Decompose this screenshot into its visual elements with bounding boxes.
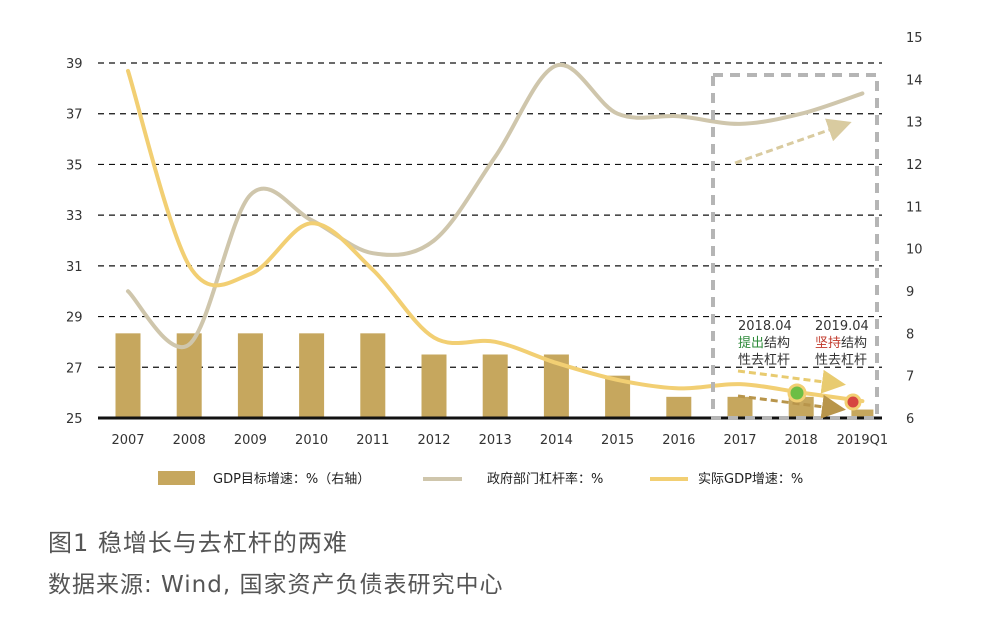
- series-lines: [126, 62, 865, 404]
- bar-gdp-target: [237, 333, 263, 418]
- bar-gdp-target: [421, 354, 447, 418]
- chart: 25 27 29 31 33 35 37 39 6 7 8 9 10 11 12 13 14 15 2007 2008…: [66, 31, 923, 487]
- bar-gdp-target: [115, 333, 141, 418]
- bar-gdp-target: [666, 396, 692, 418]
- left-tick-label: 25: [66, 412, 83, 427]
- annotation-policy: 性去杠杆: [738, 352, 790, 368]
- bar-gdp-target: [360, 333, 386, 418]
- left-tick-label: 39: [66, 57, 83, 72]
- legend-label-gdp-target: GDP目标增速：%（右轴）: [213, 472, 370, 487]
- annotation-keyword: 坚持: [815, 336, 841, 351]
- annotation-action: 提出结构: [738, 335, 790, 351]
- left-tick-label: 33: [66, 209, 83, 224]
- left-tick-label: 29: [66, 311, 83, 326]
- right-tick-label: 15: [906, 31, 923, 46]
- x-tick-label: 2018: [785, 433, 818, 448]
- x-tick-label: 2012: [417, 433, 450, 448]
- bar-gdp-target: [727, 396, 753, 418]
- annotation-date: 2019.04: [815, 319, 869, 334]
- annotation-keyword: 提出: [738, 335, 764, 351]
- line-gov-leverage: [126, 62, 865, 350]
- annotation-action: 坚持结构: [815, 336, 867, 351]
- axes: 25 27 29 31 33 35 37 39 6 7 8 9 10 11 12 13 14 15 2007 2008…: [66, 31, 923, 448]
- gridlines: [98, 62, 882, 368]
- gdp-target-bars: [115, 333, 874, 418]
- bar-gdp-target: [851, 409, 874, 418]
- left-tick-label: 31: [66, 260, 83, 275]
- x-tick-label: 2016: [662, 433, 695, 448]
- annotation-date: 2018.04: [738, 319, 792, 334]
- right-tick-label: 8: [906, 327, 914, 342]
- bar-gdp-target: [482, 354, 508, 418]
- trend-arrow-leverage: [734, 118, 852, 165]
- right-tick-label: 10: [906, 243, 923, 258]
- left-tick-label: 37: [66, 108, 83, 123]
- right-tick-label: 12: [906, 158, 923, 173]
- right-tick-label: 13: [906, 116, 923, 131]
- right-tick-label: 6: [906, 412, 914, 427]
- figure-caption: 图1 稳增长与去杠杆的两难: [48, 529, 348, 557]
- legend: GDP目标增速：%（右轴） 政府部门杠杆率：% 实际GDP增速：%: [158, 471, 803, 487]
- legend-swatch-gdp-target: [158, 471, 195, 485]
- annotation-rest: 结构: [841, 336, 867, 351]
- x-tick-label: 2011: [356, 433, 389, 448]
- x-tick-label: 2009: [234, 433, 267, 448]
- x-tick-label: 2010: [295, 433, 328, 448]
- annotation-rest: 结构: [764, 336, 790, 351]
- x-tick-label: 2017: [723, 433, 756, 448]
- trend-arrow-gdp-dark: [737, 394, 846, 419]
- marker-2018-04: [787, 383, 807, 403]
- highlight-box: [711, 73, 879, 420]
- left-tick-label: 35: [66, 158, 83, 173]
- x-tick-label: 2019Q1: [837, 433, 889, 448]
- trend-arrow-gdp-light: [737, 369, 846, 394]
- x-tick-label: 2008: [173, 433, 206, 448]
- line-real-gdp: [126, 68, 865, 404]
- x-tick-label: 2007: [111, 433, 144, 448]
- x-tick-label: 2013: [479, 433, 512, 448]
- marker-2019-04: [844, 393, 862, 411]
- right-tick-label: 9: [906, 285, 914, 300]
- legend-label-gov-leverage: 政府部门杠杆率：%: [487, 471, 603, 487]
- x-tick-label: 2015: [601, 433, 634, 448]
- x-tick-label: 2014: [540, 433, 573, 448]
- legend-label-real-gdp: 实际GDP增速：%: [698, 472, 803, 487]
- data-source: 数据来源: Wind, 国家资产负债表研究中心: [48, 572, 504, 598]
- left-tick-label: 27: [66, 361, 83, 376]
- right-tick-label: 11: [906, 200, 923, 215]
- right-tick-label: 14: [906, 73, 923, 88]
- right-tick-label: 7: [906, 370, 914, 385]
- annotation-policy: 性去杠杆: [815, 352, 867, 368]
- bar-gdp-target: [299, 333, 325, 418]
